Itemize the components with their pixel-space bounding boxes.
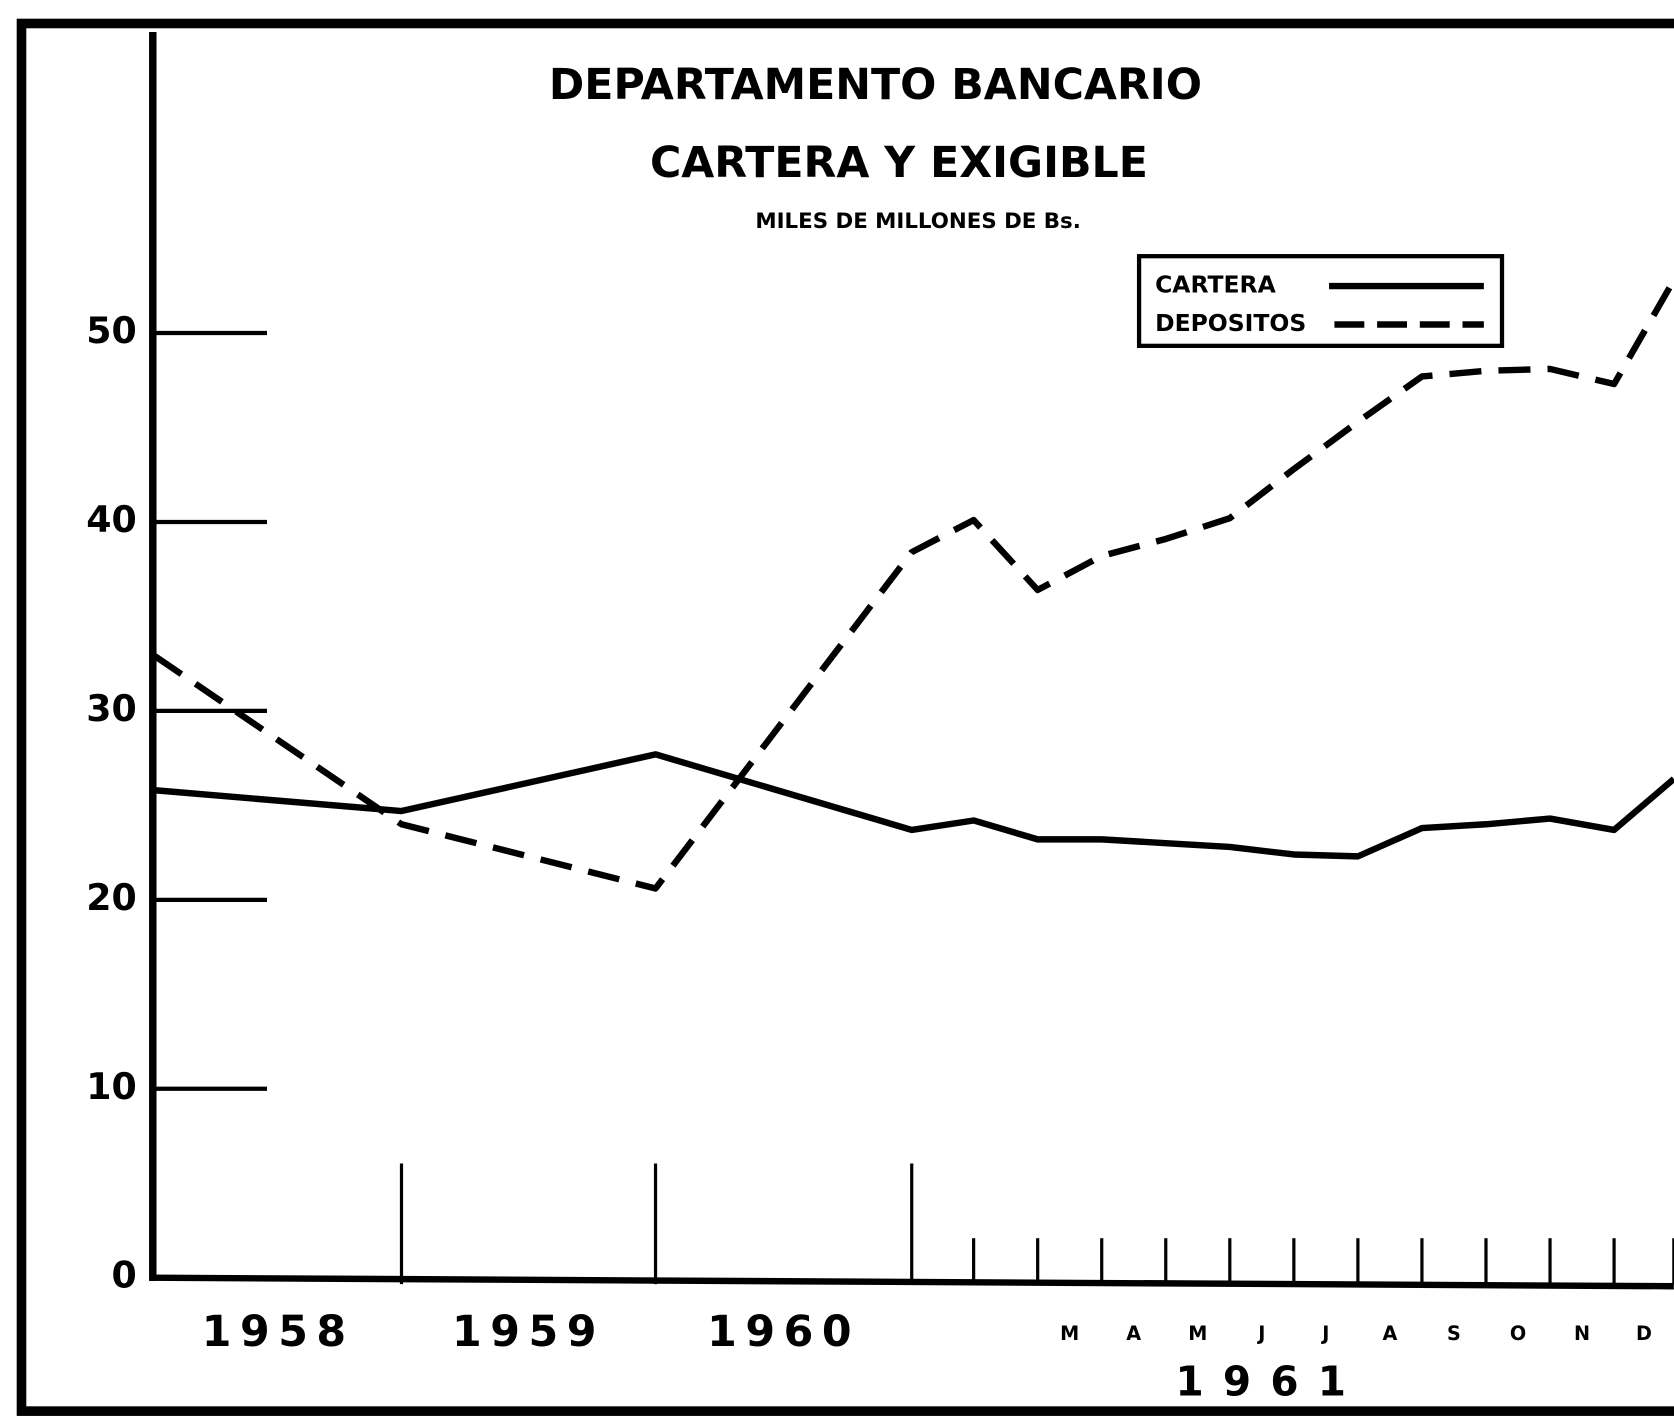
- legend-box: [1136, 254, 1505, 348]
- x-tick-label: 1958: [202, 1307, 355, 1357]
- y-tick-label: 30: [86, 687, 137, 730]
- x-tick-label: A: [1382, 1322, 1397, 1345]
- x-tick-label: S: [1447, 1322, 1461, 1345]
- y-tick-label: 40: [86, 498, 137, 541]
- x-tick-label: D: [1636, 1322, 1652, 1345]
- x-tick-label: J: [1320, 1322, 1329, 1345]
- line: [154, 751, 1674, 860]
- frame: [16, 18, 1674, 1416]
- x-tick-label: A: [1126, 1322, 1141, 1345]
- axis-label: MILES DE MILLONES DE Bs.: [755, 209, 1080, 234]
- legend-label: DEPOSITOS: [1155, 309, 1306, 337]
- x-tick-label: 1960: [707, 1307, 860, 1357]
- x-tick-label: M: [1188, 1322, 1207, 1345]
- x-tick-label: J: [1256, 1322, 1265, 1345]
- line: [153, 278, 1674, 892]
- chart-subtitle: CARTERA Y EXIGIBLE: [650, 138, 1148, 188]
- y-tick-label: 20: [86, 876, 137, 919]
- y-tick-label: 10: [86, 1065, 137, 1108]
- legend-label: CARTERA: [1155, 271, 1277, 299]
- x-tick-label: O: [1510, 1322, 1526, 1345]
- x-group-label: 1961: [1176, 1357, 1366, 1405]
- x-tick-label: N: [1574, 1322, 1590, 1345]
- y-tick-label: 0: [112, 1254, 137, 1297]
- x-tick-label: 1959: [452, 1307, 605, 1357]
- x-tick-label: M: [1060, 1322, 1079, 1345]
- y-tick-label: 50: [86, 309, 137, 352]
- chart-title: DEPARTAMENTO BANCARIO: [549, 60, 1202, 110]
